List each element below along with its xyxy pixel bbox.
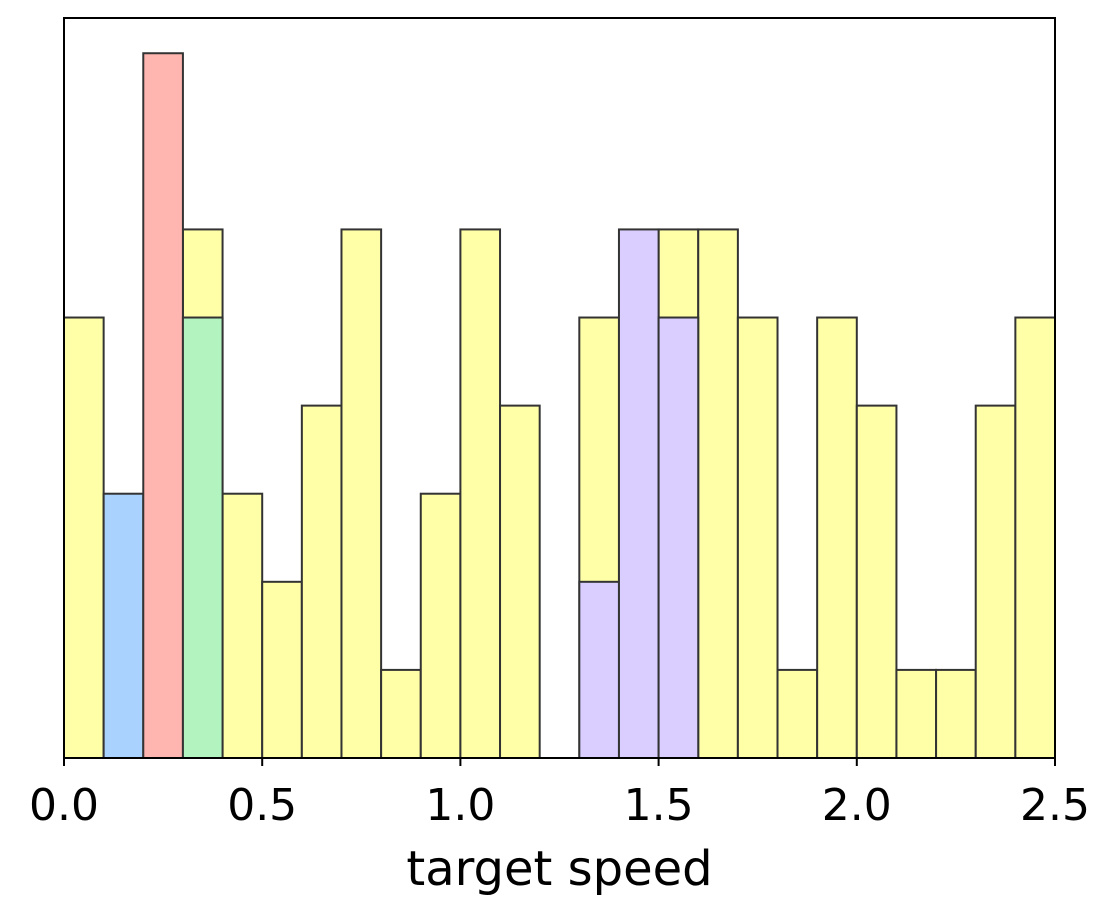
histogram-bar [261, 580, 303, 759]
histogram-bar [974, 404, 1017, 759]
histogram-bar [657, 316, 700, 759]
x-tick-label: 2.5 [1020, 780, 1090, 831]
histogram-bar [380, 668, 422, 760]
x-tick-label: 0.5 [227, 780, 297, 831]
histogram-bar [895, 668, 938, 760]
plot-frame [63, 17, 1056, 759]
x-tick-label: 0.0 [29, 780, 99, 831]
histogram-bar [776, 668, 819, 760]
histogram-bar [459, 228, 502, 759]
x-axis-label: target speed [406, 841, 712, 897]
histogram-bar [142, 52, 184, 759]
histogram-bar [221, 492, 264, 759]
histogram-bar [736, 316, 779, 759]
histogram-bar [419, 492, 462, 759]
histogram-bar [578, 580, 620, 759]
histogram-bar [697, 228, 739, 759]
histogram-bar [617, 228, 660, 759]
histogram-bar [1014, 316, 1056, 759]
bars-group [63, 52, 1056, 760]
x-axis-ticks: 0.0 0.5 1.0 1.5 2.0 2.5 [29, 758, 1090, 831]
histogram-bar [855, 404, 898, 759]
histogram-bar [181, 316, 224, 759]
histogram-bar [816, 316, 858, 759]
x-tick-label: 1.5 [624, 780, 694, 831]
x-tick-label: 2.0 [822, 780, 892, 831]
histogram-bar [300, 404, 343, 759]
histogram-bar [340, 228, 383, 759]
x-tick-label: 1.0 [425, 780, 495, 831]
histogram-bar [935, 668, 977, 760]
histogram-bar [499, 404, 541, 759]
histogram-bar [63, 316, 105, 759]
histogram-bar [102, 492, 145, 759]
